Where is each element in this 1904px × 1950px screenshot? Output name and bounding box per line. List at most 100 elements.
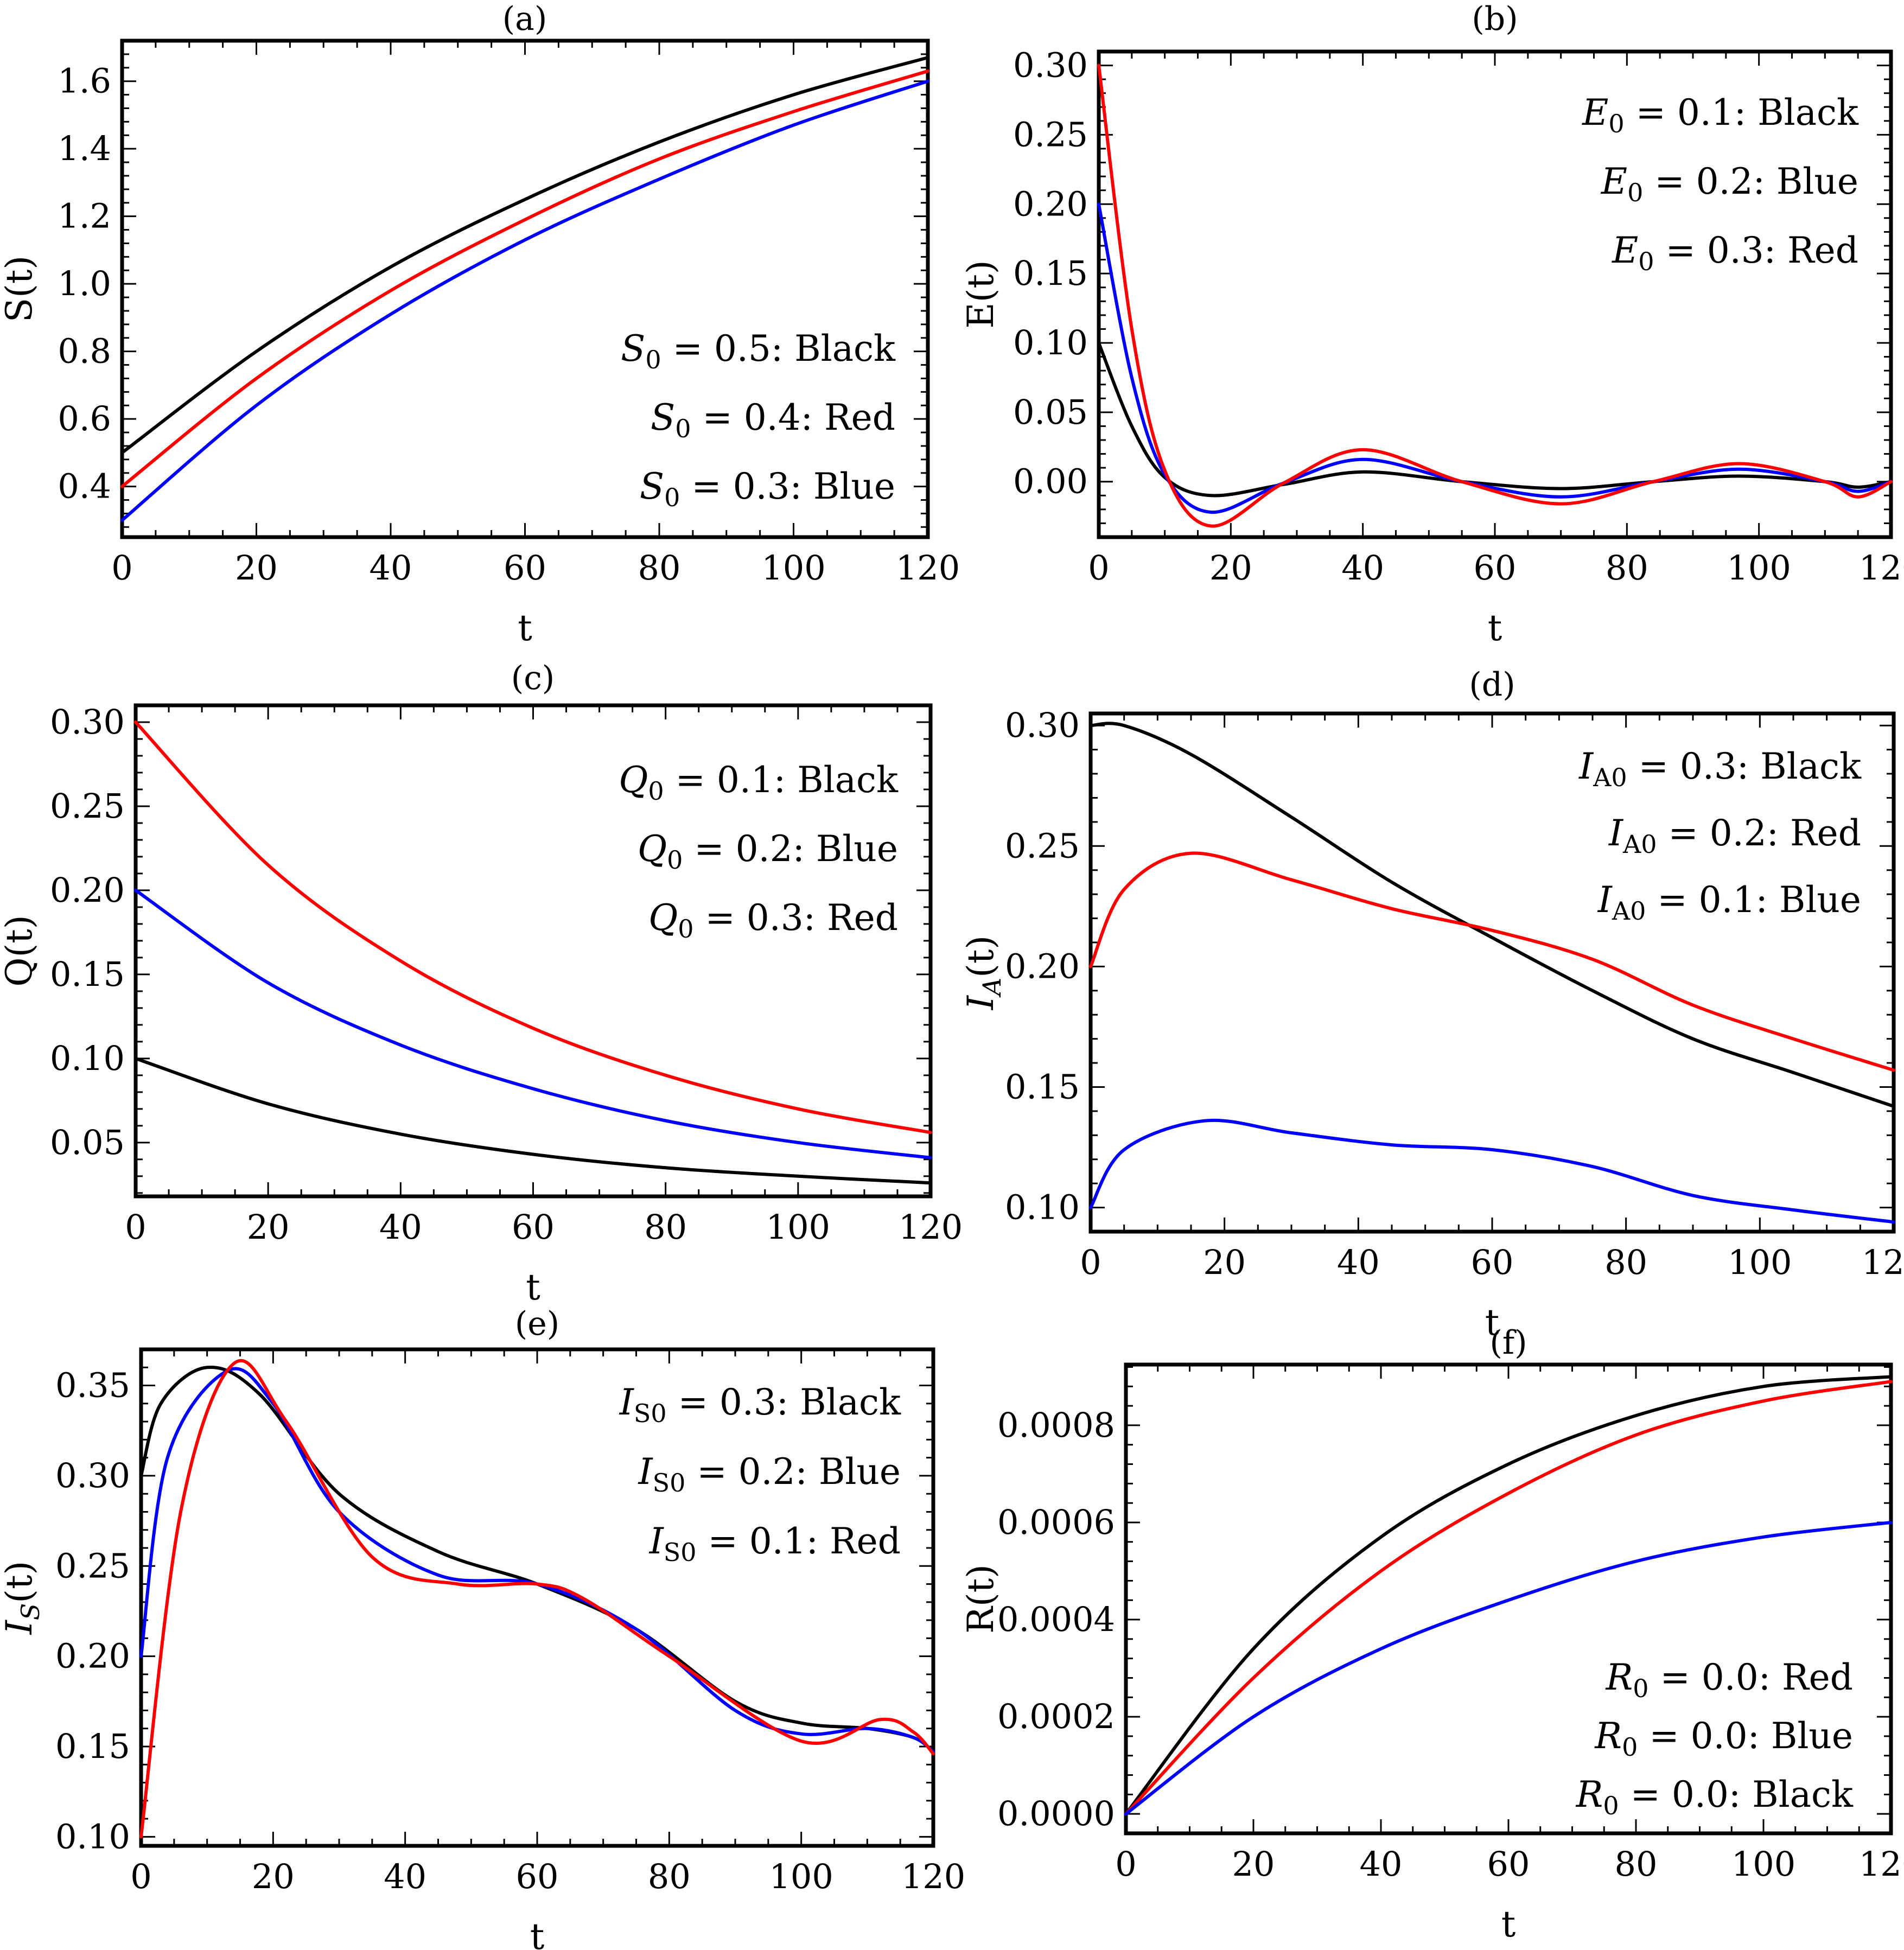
x-tick-label: 60 <box>1487 1844 1530 1884</box>
x-tick-label: 40 <box>370 548 412 588</box>
y-tick-label: 0.8 <box>58 332 111 371</box>
x-tick-label: 80 <box>638 548 681 588</box>
legend-entry: R0 = 0.0: Red <box>1606 1656 1853 1703</box>
y-tick-label: 0.0002 <box>997 1697 1115 1736</box>
x-tick-label: 120 <box>901 1857 965 1896</box>
series-line-blue <box>120 79 929 522</box>
panel-title: (b) <box>1472 0 1518 38</box>
series-line-red <box>1089 851 1895 1072</box>
y-axis-label: Q(t) <box>0 915 40 986</box>
y-tick-label: 0.15 <box>55 1726 130 1766</box>
series-line-black <box>139 1365 935 1754</box>
x-tick-label: 100 <box>1731 1844 1795 1884</box>
legend-entry: IA0 = 0.2: Red <box>1608 812 1861 859</box>
x-tick-label: 20 <box>1232 1844 1275 1884</box>
x-tick-label: 100 <box>761 548 825 588</box>
x-axis-label: t <box>530 1916 545 1950</box>
legend-entry: IA0 = 0.1: Blue <box>1597 879 1861 926</box>
legend-entry: Q0 = 0.3: Red <box>648 897 898 944</box>
panel-title: (d) <box>1469 666 1515 704</box>
x-axis-label: t <box>1501 1903 1516 1945</box>
x-tick-label: 120 <box>1862 1242 1904 1282</box>
x-tick-label: 100 <box>1728 1242 1792 1282</box>
plot-frame <box>120 39 930 539</box>
y-tick-label: 0.05 <box>1013 392 1088 432</box>
y-tick-label: 0.0008 <box>997 1405 1115 1445</box>
x-tick-label: 100 <box>766 1207 830 1247</box>
y-axis-label: IS(t) <box>0 1561 45 1635</box>
y-tick-label: 0.00 <box>1013 462 1088 501</box>
x-tick-label: 100 <box>769 1857 833 1896</box>
panel-title: (f) <box>1489 1324 1527 1362</box>
x-tick-label: 80 <box>1615 1844 1658 1884</box>
legend-entry: R0 = 0.0: Blue <box>1594 1715 1853 1762</box>
x-tick-label: 60 <box>1471 1242 1514 1282</box>
y-tick-label: 0.20 <box>55 1636 130 1676</box>
x-axis-label: t <box>526 1266 540 1308</box>
legend-entry: Q0 = 0.1: Black <box>619 759 899 806</box>
panel-d: (d) 0 20 40 60 80 100 120 0.10 0.15 0.20 0.25 0.30 t I… <box>960 666 1904 1343</box>
panel-b: (b) 0 20 40 60 80 100 120 0.00 0.05 0.10 0.15 0.20 0.… <box>960 0 1904 649</box>
series-line-blue <box>139 1367 935 1754</box>
y-tick-label: 0.25 <box>50 786 125 826</box>
x-tick-label: 20 <box>1209 548 1252 588</box>
y-tick-label: 0.05 <box>50 1123 125 1162</box>
y-tick-label: 0.0006 <box>997 1502 1115 1542</box>
x-tick-label: 120 <box>899 1207 963 1247</box>
x-tick-label: 60 <box>1474 548 1517 588</box>
x-tick-label: 20 <box>1203 1242 1246 1282</box>
series-line-blue <box>1089 1118 1895 1224</box>
y-tick-label: 0.25 <box>55 1546 130 1585</box>
legend-entry: S0 = 0.4: Red <box>651 397 895 443</box>
x-tick-label: 120 <box>896 548 960 588</box>
y-tick-label: 0.10 <box>50 1038 125 1078</box>
panel-title: (c) <box>511 659 555 697</box>
panel-f: (f) 0 20 40 60 80 100 120 0.0000 0.0002 0.0004 0.00… <box>960 1324 1904 1945</box>
x-tick-label: 120 <box>1859 1844 1904 1884</box>
series-line-black <box>120 56 929 455</box>
x-tick-label: 80 <box>644 1207 687 1247</box>
x-tick-label: 40 <box>384 1857 426 1896</box>
legend-entry: IS0 = 0.2: Blue <box>638 1451 901 1497</box>
y-tick-label: 0.20 <box>50 870 125 910</box>
legend-entry: IA0 = 0.3: Black <box>1578 745 1862 792</box>
x-tick-label: 20 <box>247 1207 290 1247</box>
series-line-red <box>1097 63 1893 528</box>
y-tick-label: 0.6 <box>58 399 111 438</box>
panel-title: (a) <box>502 0 547 38</box>
y-tick-label: 0.30 <box>50 702 125 742</box>
y-tick-label: 0.15 <box>50 954 125 994</box>
series-line-blue <box>1097 202 1893 514</box>
x-tick-label: 40 <box>1360 1844 1403 1884</box>
x-tick-label: 0 <box>1115 1844 1136 1884</box>
x-axis-label: t <box>1488 607 1502 649</box>
series-line-blue <box>1124 1521 1893 1816</box>
legend-entry: S0 = 0.3: Blue <box>640 466 895 512</box>
series-line-red <box>1124 1380 1893 1816</box>
y-axis-label: S(t) <box>0 256 40 322</box>
x-tick-label: 80 <box>1604 1242 1647 1282</box>
y-axis-label: IA(t) <box>960 935 1007 1010</box>
x-tick-label: 0 <box>1088 548 1109 588</box>
y-tick-label: 0.30 <box>1005 705 1080 745</box>
series-line-red <box>120 69 929 488</box>
x-tick-label: 100 <box>1727 548 1791 588</box>
series-line-black <box>134 1056 932 1185</box>
x-tick-label: 40 <box>1337 1242 1380 1282</box>
legend-entry: S0 = 0.5: Black <box>621 328 896 374</box>
y-tick-label: 0.25 <box>1013 114 1088 154</box>
series-line-blue <box>134 888 932 1159</box>
series-line-red <box>134 721 932 1135</box>
panel-c: (c) 0 20 40 60 80 100 120 0.05 0.10 0.15 0.20 0.25 0.… <box>0 659 963 1308</box>
x-tick-label: 20 <box>252 1857 295 1896</box>
x-tick-label: 60 <box>512 1207 555 1247</box>
x-tick-label: 60 <box>516 1857 559 1896</box>
y-tick-label: 0.0000 <box>997 1794 1115 1833</box>
x-tick-label: 80 <box>1606 548 1648 588</box>
legend-entry: E0 = 0.1: Black <box>1582 92 1859 138</box>
y-tick-label: 0.10 <box>1013 323 1088 362</box>
y-tick-label: 0.35 <box>55 1366 130 1405</box>
y-tick-label: 0.30 <box>55 1456 130 1495</box>
legend-entry: IS0 = 0.1: Red <box>649 1520 901 1567</box>
